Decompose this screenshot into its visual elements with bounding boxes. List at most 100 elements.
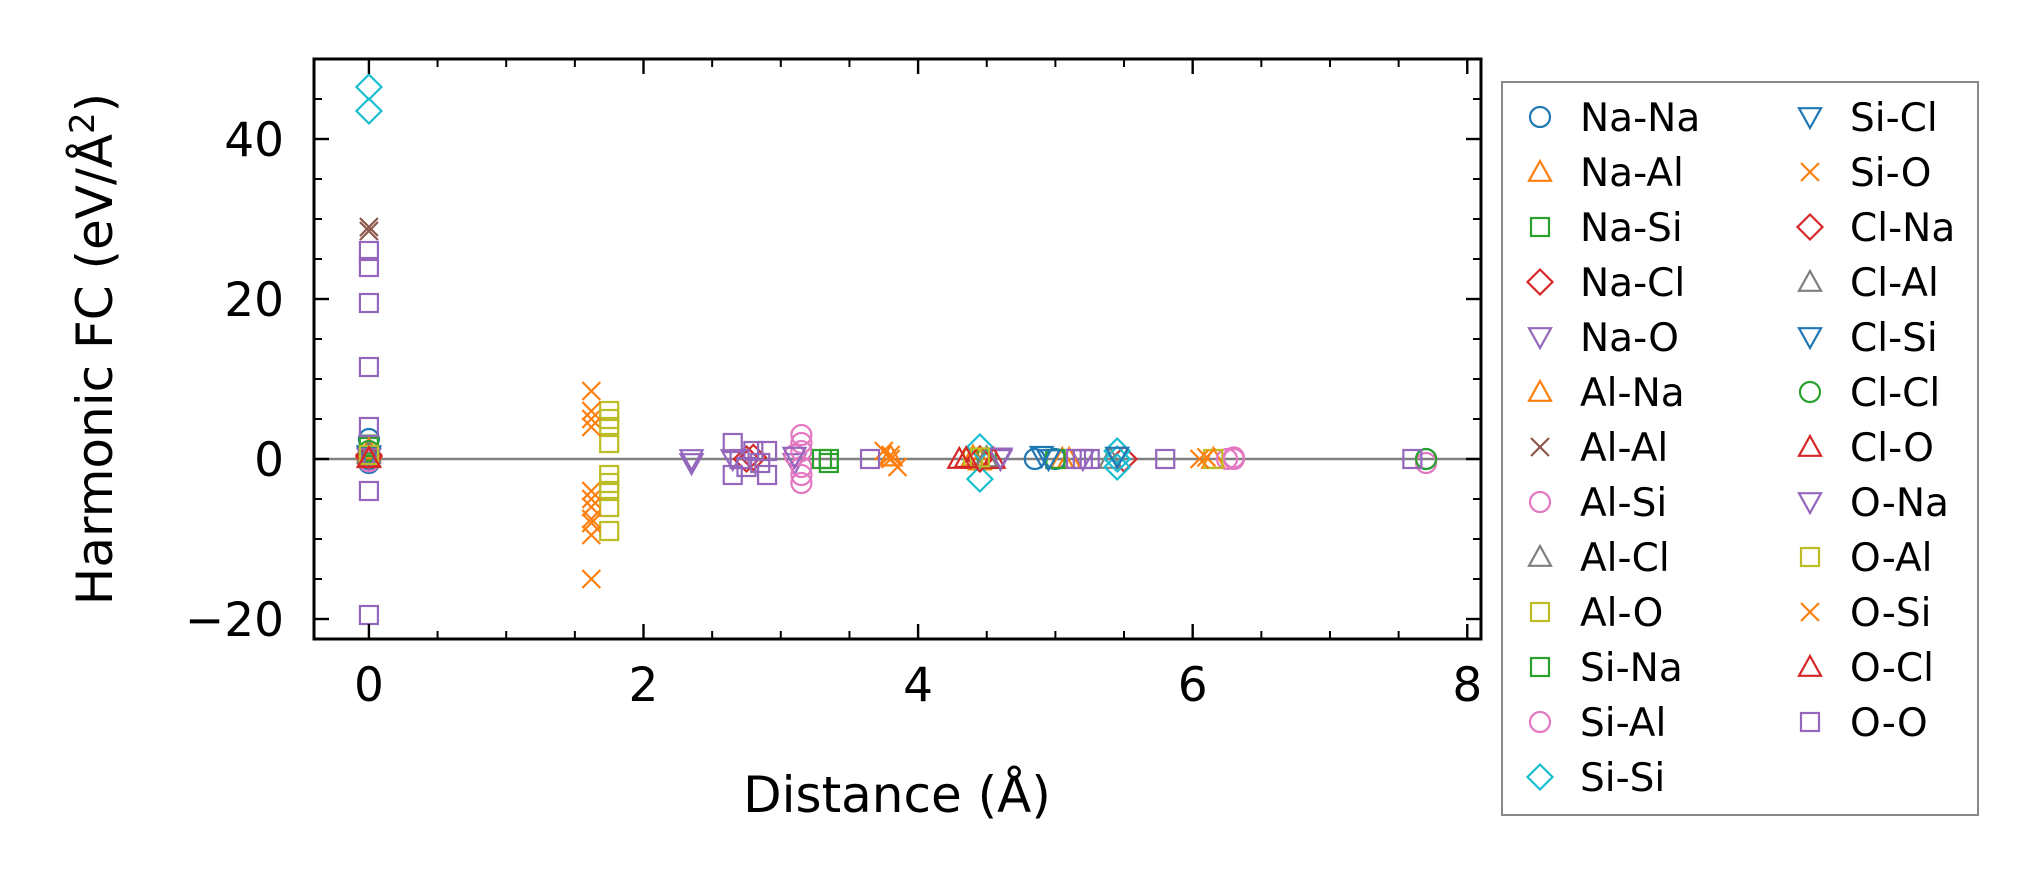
data-point-si-o: [581, 409, 602, 429]
legend-marker-cl-si: [1797, 327, 1823, 351]
data-point-si-o: [887, 457, 908, 477]
data-point-si-si: [354, 72, 383, 102]
legend-label-na-o: Na-O: [1580, 316, 1679, 361]
legend-label-al-o: Al-O: [1580, 591, 1663, 636]
data-point-al-si: [790, 463, 813, 487]
legend-label-cl-al: Cl-Al: [1850, 261, 1939, 306]
data-point-o-o: [358, 256, 380, 278]
legend-label-cl-na: Cl-Na: [1850, 206, 1955, 251]
data-point-si-o: [581, 569, 602, 589]
legend-label-na-si: Na-Si: [1580, 206, 1683, 251]
legend-marker-na-cl: [1525, 267, 1555, 297]
data-point-o-si: [880, 445, 901, 465]
data-point-al-si: [790, 423, 813, 447]
legend-marker-cl-cl: [1798, 380, 1822, 404]
legend-marker-al-na: [1527, 378, 1553, 402]
legend-marker-si-na: [1529, 656, 1551, 678]
data-point-si-na: [818, 452, 839, 474]
data-point-na-al: [967, 447, 993, 471]
data-point-si-si: [1103, 452, 1132, 482]
data-point-o-o: [743, 440, 764, 462]
data-point-o-cl: [356, 444, 382, 469]
y-axis-label: Harmonic FC (eV/Å2): [63, 93, 124, 605]
y-axis-label-main: Harmonic FC (eV/Å: [66, 134, 124, 605]
data-point-si-cl: [1104, 446, 1131, 470]
x-tick-label: 2: [629, 658, 659, 713]
series-o-o: [358, 240, 1423, 626]
data-point-o-si: [581, 401, 602, 421]
data-point-o-o: [736, 456, 757, 478]
legend-marker-na-na: [1528, 105, 1552, 129]
legend-marker-si-si: [1525, 762, 1555, 792]
data-point-si-o: [1189, 449, 1210, 469]
data-point-o-o: [1079, 448, 1100, 470]
data-point-si-al: [1222, 446, 1245, 469]
legend-marker-o-cl: [1797, 653, 1823, 677]
legend-marker-cl-na: [1795, 212, 1825, 242]
data-point-o-na: [781, 446, 808, 470]
data-point-si-o: [581, 509, 602, 529]
legend-marker-o-al: [1799, 546, 1821, 568]
y-tick-label: 0: [254, 433, 284, 488]
legend-label-cl-cl: Cl-Cl: [1850, 371, 1940, 416]
data-point-na-o: [678, 453, 705, 477]
series-al-al: [359, 217, 379, 241]
x-tick-label: 6: [1178, 658, 1208, 713]
y-axis-label-close: ): [66, 93, 124, 113]
legend-marker-cl-o: [1797, 433, 1823, 457]
data-point-si-o: [581, 489, 602, 509]
x-tick-label: 4: [903, 658, 933, 713]
data-point-o-na: [678, 449, 705, 473]
legend-label-al-al: Al-Al: [1580, 426, 1668, 471]
data-point-o-o: [358, 240, 380, 262]
legend-label-na-al: Na-Al: [1580, 151, 1684, 196]
legend-label-o-al: O-Al: [1850, 536, 1933, 581]
series-si-o: [581, 381, 1210, 589]
data-point-o-o: [358, 604, 380, 626]
series-o-si: [581, 401, 1217, 533]
legend-marker-al-o: [1529, 601, 1551, 623]
data-point-o-na: [987, 447, 1014, 471]
data-point-o-o: [756, 464, 778, 486]
data-point-o-si: [1196, 447, 1217, 468]
y-tick-label: 20: [224, 273, 284, 328]
y-tick-label: 40: [224, 113, 284, 168]
data-point-si-si: [354, 96, 383, 126]
legend-marker-na-si: [1529, 216, 1551, 238]
legend-marker-na-al: [1527, 158, 1553, 182]
x-axis-label: Distance (Å): [743, 766, 1051, 824]
legend-marker-al-si: [1528, 490, 1552, 514]
series-al-si: [790, 423, 1438, 495]
data-point-o-al: [599, 472, 620, 494]
data-point-o-o: [750, 452, 771, 474]
data-point-al-o: [599, 432, 620, 454]
data-point-o-o: [1155, 448, 1176, 470]
data-point-o-o: [358, 416, 380, 438]
legend-marker-o-na: [1797, 492, 1823, 516]
legend-label-al-cl: Al-Cl: [1580, 536, 1670, 581]
data-point-al-al: [359, 221, 379, 241]
legend-marker-al-al: [1530, 437, 1550, 457]
data-point-cl-si: [1035, 449, 1062, 473]
legend-marker-al-cl: [1527, 543, 1553, 567]
data-points-layer: [354, 72, 1438, 626]
data-point-al-al: [359, 217, 379, 237]
data-point-cl-cl: [1414, 447, 1438, 471]
data-point-o-cl: [953, 444, 980, 469]
series-na-si: [358, 436, 1066, 470]
data-point-o-o: [358, 356, 380, 378]
series-si-si: [354, 72, 1132, 494]
data-point-o-si: [581, 513, 602, 533]
legend-marker-o-si: [1800, 602, 1820, 622]
x-tick-label: 0: [354, 658, 384, 713]
legend-label-si-o: Si-O: [1850, 151, 1931, 196]
legend-label-cl-o: Cl-O: [1850, 426, 1934, 471]
data-point-al-si: [790, 471, 813, 495]
data-point-si-al: [783, 443, 806, 467]
legend-box: [1501, 81, 1979, 816]
legend-label-o-si: O-Si: [1850, 591, 1931, 636]
legend-marker-si-cl: [1797, 107, 1823, 131]
plot-frame: [312, 57, 1483, 641]
series-o-cl: [356, 444, 980, 469]
